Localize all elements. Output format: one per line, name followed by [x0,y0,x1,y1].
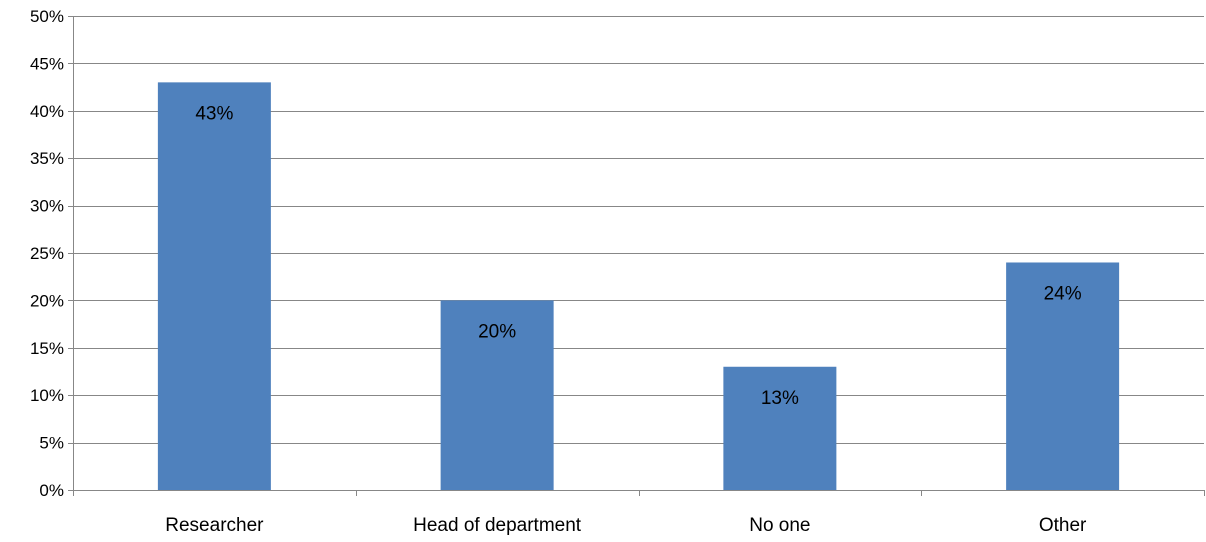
y-tick-label: 5% [39,434,64,453]
y-tick-label: 50% [30,7,64,26]
data-label: 24% [1044,283,1082,304]
y-tick-label: 0% [39,481,64,500]
data-label: 13% [761,388,799,409]
axes [68,16,1205,496]
y-tick-label: 45% [30,54,64,73]
bar-head-of-department [440,300,554,490]
bar-researcher [157,82,271,491]
y-tick-label: 25% [30,244,64,263]
y-tick-label: 40% [30,102,64,121]
x-tick-label: Head of department [413,515,582,536]
y-tick-label: 30% [30,197,64,216]
y-tick-label: 35% [30,149,64,168]
x-tick-label: Other [1039,515,1087,536]
data-label: 20% [478,321,516,342]
bars [157,82,1120,491]
x-tick-label: Researcher [165,515,264,536]
y-tick-label: 10% [30,386,64,405]
bar-no-one [723,366,837,490]
data-label: 43% [195,103,233,124]
labels: 0% 5% 10% 15% 20% 25% 30% 35% 40% 45% 50% 43% Resear… [30,7,1087,536]
x-tick-label: No one [749,515,810,536]
y-tick-label: 15% [30,339,64,358]
y-tick-label: 20% [30,291,64,310]
bar-other [1006,262,1120,490]
